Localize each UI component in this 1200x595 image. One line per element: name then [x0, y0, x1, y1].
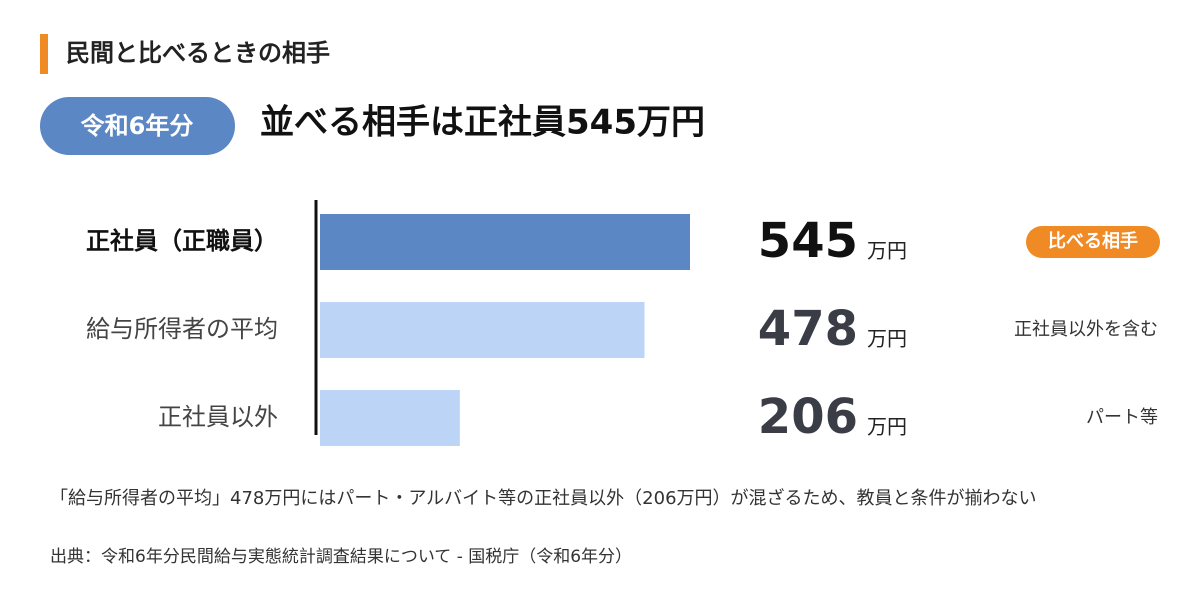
note: パート等: [1086, 407, 1158, 428]
footnote: 「給与所得者の平均」478万円にはパート・アルバイト等の正社員以外（206万円）…: [50, 488, 1037, 509]
badge-text: 令和6年分: [81, 112, 194, 140]
unit-label: 万円: [867, 239, 907, 263]
category-label: 給与所得者の平均: [86, 315, 278, 343]
note-tag: [1026, 226, 1160, 258]
headline: 並べる相手は正社員545万円: [260, 103, 705, 143]
badge: [40, 97, 235, 155]
category-label: 正社員（正職員）: [86, 227, 278, 255]
note: 比べる相手: [1048, 230, 1138, 252]
source: 出典：令和6年分民間給与実態統計調査結果について - 国税庁（令和6年分）: [50, 547, 633, 567]
bar: [320, 302, 645, 358]
bar: [320, 390, 460, 446]
value-label: 478: [758, 301, 858, 357]
note: 正社員以外を含む: [1014, 319, 1158, 340]
category-label: 正社員以外: [158, 403, 278, 431]
value-label: 206: [758, 389, 858, 445]
chart: 民間と比べるときの相手 令和6年分 並べる相手は正社員545万円 正社員（正職員…: [40, 34, 1160, 446]
bar: [320, 214, 690, 270]
unit-label: 万円: [867, 415, 907, 439]
accent-bar: [40, 34, 48, 74]
unit-label: 万円: [867, 327, 907, 351]
section-title: 民間と比べるときの相手: [66, 39, 330, 67]
value-label: 545: [758, 213, 858, 269]
